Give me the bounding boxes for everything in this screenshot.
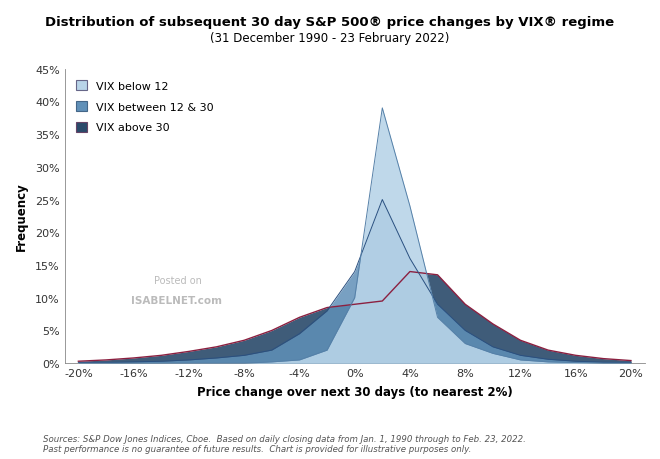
Text: Distribution of subsequent 30 day S&P 500® price changes by VIX® regime: Distribution of subsequent 30 day S&P 50… — [46, 16, 614, 29]
Text: Posted on: Posted on — [154, 275, 203, 285]
Text: Sources: S&P Dow Jones Indices, Cboe.  Based on daily closing data from Jan. 1, : Sources: S&P Dow Jones Indices, Cboe. Ba… — [43, 434, 526, 453]
Y-axis label: Frequency: Frequency — [15, 182, 28, 251]
X-axis label: Price change over next 30 days (to nearest 2%): Price change over next 30 days (to neare… — [197, 385, 513, 398]
Legend: VIX below 12, VIX between 12 & 30, VIX above 30: VIX below 12, VIX between 12 & 30, VIX a… — [76, 81, 214, 133]
Text: (31 December 1990 - 23 February 2022): (31 December 1990 - 23 February 2022) — [211, 32, 449, 45]
Text: ISABELNET.com: ISABELNET.com — [131, 296, 222, 306]
